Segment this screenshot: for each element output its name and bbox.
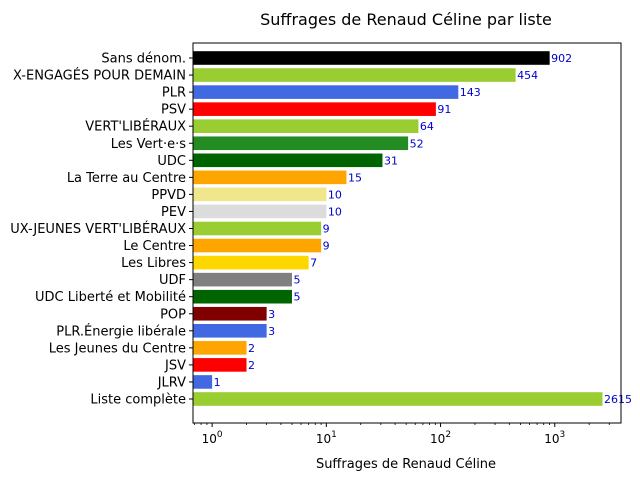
bar xyxy=(193,272,292,287)
bar xyxy=(193,221,322,236)
y-tick-label: PEV xyxy=(161,205,186,220)
bar xyxy=(193,392,603,406)
chart-title: Suffrages de Renaud Céline par liste xyxy=(260,10,552,29)
data-label: 91 xyxy=(437,103,451,116)
data-label: 52 xyxy=(410,137,424,150)
y-tick-label: PLR xyxy=(162,86,186,101)
data-label: 7 xyxy=(310,257,317,270)
y-tick-label: La Terre au Centre xyxy=(67,171,186,186)
plot-frame xyxy=(192,42,622,424)
bar xyxy=(193,375,213,389)
data-label: 2615 xyxy=(604,393,632,406)
y-tick-label: UDF xyxy=(159,273,186,288)
bar xyxy=(193,51,550,65)
bar xyxy=(193,238,322,253)
y-tick-label: PPVD xyxy=(151,188,186,203)
x-tick-label: 101 xyxy=(316,430,337,446)
data-label: 9 xyxy=(323,223,330,236)
y-tick-label: Les Jeunes du Centre xyxy=(49,341,186,356)
bar xyxy=(193,187,327,202)
data-label: 902 xyxy=(551,52,572,65)
y-tick-label: Les Libres xyxy=(121,256,186,271)
y-tick-label: Liste complète xyxy=(90,393,186,408)
x-axis-label: Suffrages de Renaud Céline xyxy=(316,457,496,472)
y-tick-label: Les Vert·e·s xyxy=(111,137,187,152)
y-tick-label: Le Centre xyxy=(123,239,186,254)
data-label: 143 xyxy=(460,86,481,99)
bar xyxy=(193,153,383,168)
y-tick-label: Sans dénom. xyxy=(101,52,186,67)
bar xyxy=(193,255,309,270)
x-tick-label: 102 xyxy=(430,430,451,446)
y-tick-label: UDC xyxy=(157,154,186,169)
x-tick-label: 100 xyxy=(202,430,223,446)
bar xyxy=(193,136,409,151)
data-label: 2 xyxy=(248,359,255,372)
data-label: 10 xyxy=(328,205,342,218)
y-tick-label: UDC Liberté et Mobilité xyxy=(35,290,186,305)
y-tick-label: X-ENGAGÉS POUR DEMAIN xyxy=(13,68,186,84)
data-label: 3 xyxy=(268,325,275,338)
bar xyxy=(193,119,419,133)
data-label: 5 xyxy=(293,291,300,304)
data-label: 3 xyxy=(268,308,275,321)
y-tick-label: UX-JEUNES VERT'LIBÉRAUX xyxy=(10,221,186,237)
bar xyxy=(193,170,347,185)
y-tick-label: JLRV xyxy=(157,375,186,390)
data-label: 10 xyxy=(328,188,342,201)
data-label: 5 xyxy=(293,274,300,287)
y-tick-label: JSV xyxy=(164,358,186,373)
bars-group xyxy=(193,51,603,406)
bar xyxy=(193,85,459,99)
y-tick-label: PLR.Énergie libérale xyxy=(56,323,186,339)
x-tick-label: 103 xyxy=(544,430,565,446)
bar xyxy=(193,68,516,82)
bar xyxy=(193,341,247,355)
x-axis: 100 101 102 103 xyxy=(194,423,610,446)
data-label: 454 xyxy=(517,69,538,82)
y-tick-label: PSV xyxy=(161,103,186,118)
bar xyxy=(193,306,267,321)
data-label: 64 xyxy=(420,120,434,133)
bar xyxy=(193,289,292,304)
bar xyxy=(193,324,267,338)
data-label: 15 xyxy=(348,171,362,184)
y-axis: Sans dénom.X-ENGAGÉS POUR DEMAIN PLR PSVVE… xyxy=(10,52,193,408)
bar xyxy=(193,358,247,372)
data-label: 1 xyxy=(214,376,221,389)
bar xyxy=(193,204,327,219)
bar xyxy=(193,102,436,116)
data-label: 2 xyxy=(248,342,255,355)
data-label: 31 xyxy=(384,154,398,167)
y-tick-label: VERT'LIBÉRAUX xyxy=(85,119,186,135)
data-label: 9 xyxy=(323,240,330,253)
y-tick-label: POP xyxy=(160,307,186,322)
